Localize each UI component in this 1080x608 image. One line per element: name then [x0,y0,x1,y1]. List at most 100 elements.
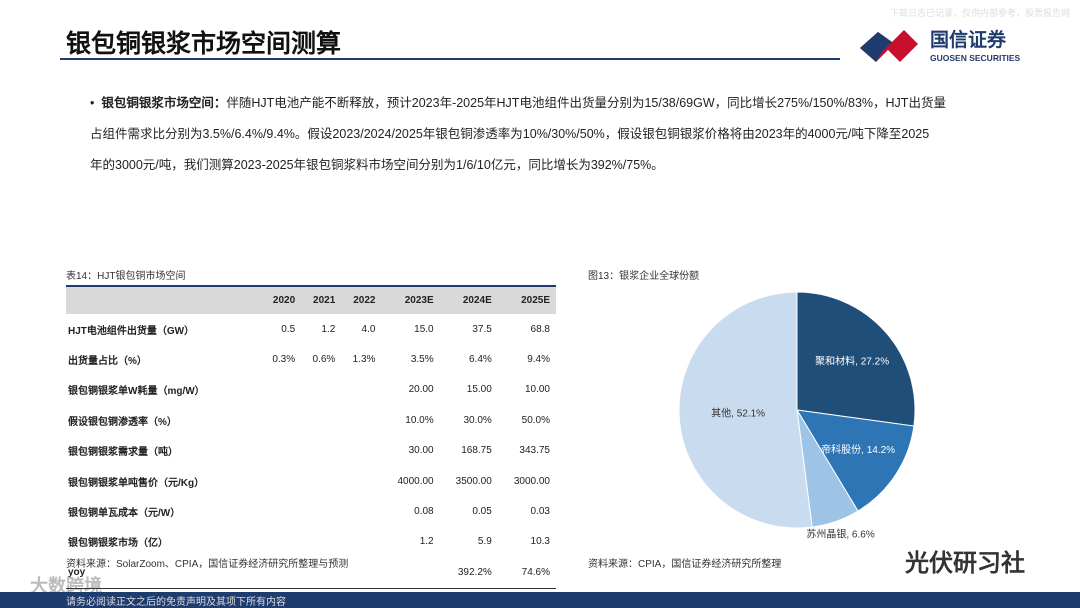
cell: 0.08 [414,506,434,518]
pie-slice [796,409,915,512]
cell [301,375,341,405]
row: 银包铜银浆单W耗量（mg/W） 20.00 15.00 10.00 [66,375,556,405]
chart-source: 资料来源：CPIA，国信证券经济研究所整理 [588,559,782,570]
row: 银包铜银浆单吨售价（元/Kg） 4000.00 3500.00 3000.00 [66,466,556,496]
cell: 30.00 [408,445,434,457]
logo-en: GUOSEN SECURITIES [930,53,1021,63]
cell: 20.00 [408,384,434,396]
bullet-line: • 银包铜银浆市场空间：伴随HJT电池产能不断释放，预计2023年-2025年H… [90,96,946,110]
header-cell: 2021 [301,285,342,314]
cell: 3.5% [410,354,434,366]
cell: 10.00 [524,384,550,396]
cell [260,557,302,589]
cell [261,436,301,466]
pie-chart: 聚和材料, 27.2% 帝科股份, 14.2% 苏州晶银, 6.6% 其他, 52.1… [678,291,916,540]
disclaimer: 请务必阅读正文之后的免责声明及其项下所有内容 [66,597,286,608]
watermark: 光伏研习社 [905,550,1025,577]
chart-title: 图13：银浆企业全球份额 [588,271,700,282]
cell [301,436,341,466]
row-label: 银包铜单瓦成本（元/W） [68,508,181,520]
cell [261,405,301,435]
row: yoy 392.2% 74.6% [66,557,556,589]
cell: 0.5 [281,323,296,335]
table-caption: 表14：HJT银包铜市场空间 [66,271,186,282]
cell: 37.5 [472,323,492,335]
row: 银包铜银浆需求量（吨） 30.00 168.75 343.75 [66,436,556,466]
cell: 0.03 [530,506,550,518]
header-cell: 2023E [381,285,440,314]
row-label: yoy [66,557,261,589]
cell: 30.0% [463,414,492,426]
cell [341,466,381,496]
slice-label: 苏州晶银, 6.6% [806,527,874,540]
cell: 5.9 [477,536,492,548]
row: 假设银包铜渗透率（%） 10.0% 30.0% 50.0% [66,405,556,435]
header-cell: 2024E [439,285,498,314]
cell [341,496,381,526]
notice: 下载日志已记录，仅供内部参考，股票报告网 [889,8,1070,18]
logo-mark [860,32,892,62]
cell: 3500.00 [455,475,492,487]
cell: 68.8 [530,323,550,335]
cell: 0.3% [272,354,296,366]
row: 银包铜单瓦成本（元/W） 0.08 0.05 0.03 [66,496,556,526]
logo-cn: 国信证券 [930,28,1007,51]
cell: 4000.00 [397,475,434,487]
row: 银包铜银浆市场（亿） 1.2 5.9 10.3 [66,527,556,557]
bullet: • 银包铜银浆市场空间：伴随HJT电池产能不断释放，预计2023年-2025年H… [72,88,1032,181]
header-cell: 2020 [260,285,302,314]
cell [341,436,381,466]
row-label: 银包铜银浆市场（亿） [68,538,168,550]
cell: 1.3% [352,354,376,366]
cell [341,527,381,557]
footer-bar [0,592,1080,608]
cell [301,405,341,435]
table-source: 资料来源：SolarZoom、CPIA，国信证券经济研究所整理与预测 [66,559,349,570]
watermark: 大数跨境 [30,576,102,596]
cell [261,496,301,526]
cell: 4.0 [361,323,376,335]
cell [261,375,301,405]
cell: 74.6% [497,557,556,589]
cell: 15.00 [466,384,492,396]
cell [341,405,381,435]
cell: 1.2 [321,323,336,335]
cell: 1.2 [419,536,434,548]
page-title: 银包铜银浆市场空间测算 [66,30,342,58]
cell: 3000.00 [513,475,550,487]
header-row: 2020 2021 2022 2023E 2024E 2025E [66,285,556,314]
cell [301,496,341,526]
cell [261,527,301,557]
cell [261,466,301,496]
slice-label: 聚和材料, 27.2% [815,355,889,368]
cell: 6.4% [469,354,492,366]
text: 伴随HJT电池产能不断释放，预计2023年-2025年HJT电池组件出货量分别为… [226,96,946,110]
header-cell [66,285,261,314]
row-label: 出货量占比（%） [68,356,147,368]
cell: 0.05 [472,506,492,518]
cell: 10.3 [530,536,550,548]
title-rule [60,58,840,60]
bullet-line: 占组件需求比分别为3.5%/6.4%/9.4%。假设2023/2024/2025… [90,127,930,141]
cell: 50.0% [521,414,550,426]
table: 2020 2021 2022 2023E 2024E 2025E HJT电池组件出货量（GW… [66,285,556,589]
slice-label: 帝科股份, 14.2% [821,443,895,456]
cell [381,557,440,589]
row: 出货量占比（%） 0.3% 0.6% 1.3% 3.5% 6.4% 9.4% [66,344,556,374]
row-label: 银包铜银浆单吨售价（元/Kg） [68,477,205,489]
cell [301,466,341,496]
cell: 168.75 [461,445,492,457]
cell: 10.0% [405,414,434,426]
cell: 392.2% [439,557,498,589]
header-cell: 2022 [341,285,382,314]
row-label: HJT电池组件出货量（GW） [68,325,195,337]
pie-slice [678,291,813,529]
cell: 15.0 [414,323,434,335]
slice-label: 其他, 52.1% [711,406,765,419]
row-label: 银包铜银浆需求量（吨） [68,447,178,459]
row: HJT电池组件出货量（GW） 0.5 1.2 4.0 15.0 37.5 68.8 [66,314,556,344]
pie-slice [796,291,916,427]
bullet-label: 银包铜银浆市场空间： [101,96,227,110]
logo: 国信证券 GUOSEN SECURITIES [860,28,1021,63]
